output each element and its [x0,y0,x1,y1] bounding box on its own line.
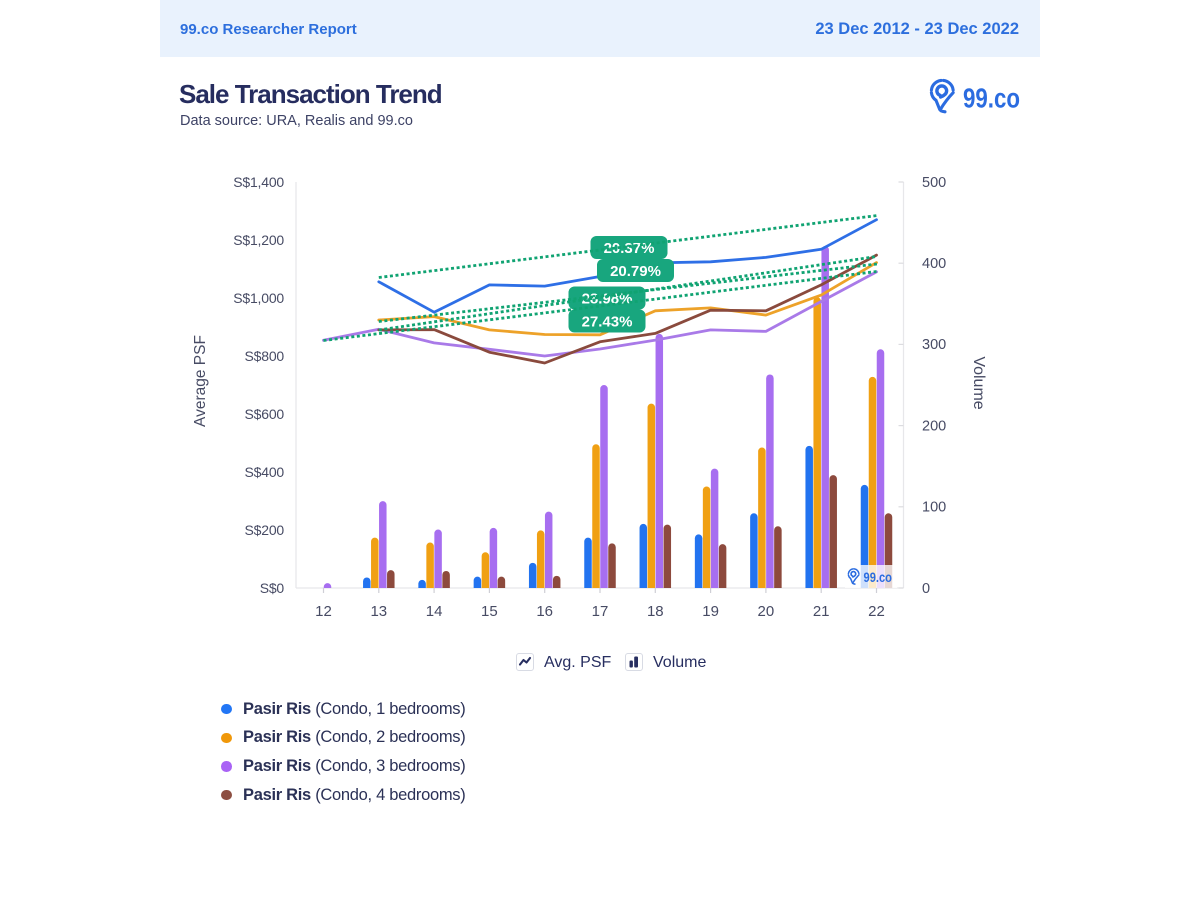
svg-text:12: 12 [315,603,332,620]
svg-text:20: 20 [758,603,775,620]
svg-text:S$400: S$400 [245,464,285,480]
svg-text:14: 14 [426,603,443,620]
svg-text:S$600: S$600 [245,406,285,422]
svg-text:100: 100 [922,500,946,516]
svg-text:99.co: 99.co [864,570,893,585]
svg-text:16: 16 [536,603,553,620]
svg-text:21: 21 [813,603,830,620]
svg-text:20.37%: 20.37% [604,240,655,257]
svg-text:S$1,200: S$1,200 [233,232,284,248]
svg-text:400: 400 [922,256,946,272]
svg-text:S$1,000: S$1,000 [233,290,284,306]
svg-text:Volume: Volume [970,356,987,409]
svg-text:99.co: 99.co [963,83,1020,114]
svg-text:S$0: S$0 [260,580,285,596]
svg-text:13: 13 [370,603,387,620]
svg-text:0: 0 [922,581,930,597]
svg-text:27.43%: 27.43% [582,313,633,330]
svg-text:17: 17 [592,603,609,620]
svg-text:S$1,400: S$1,400 [233,174,284,190]
svg-text:500: 500 [922,175,946,191]
svg-text:22: 22 [868,603,885,620]
svg-text:20.79%: 20.79% [610,263,661,280]
svg-text:200: 200 [922,418,946,434]
svg-text:300: 300 [922,337,946,353]
svg-text:Average PSF: Average PSF [192,335,209,427]
svg-text:15: 15 [481,603,498,620]
svg-text:18: 18 [647,603,664,620]
svg-text:S$800: S$800 [245,348,285,364]
svg-text:19: 19 [702,603,719,620]
svg-text:S$200: S$200 [245,522,285,538]
